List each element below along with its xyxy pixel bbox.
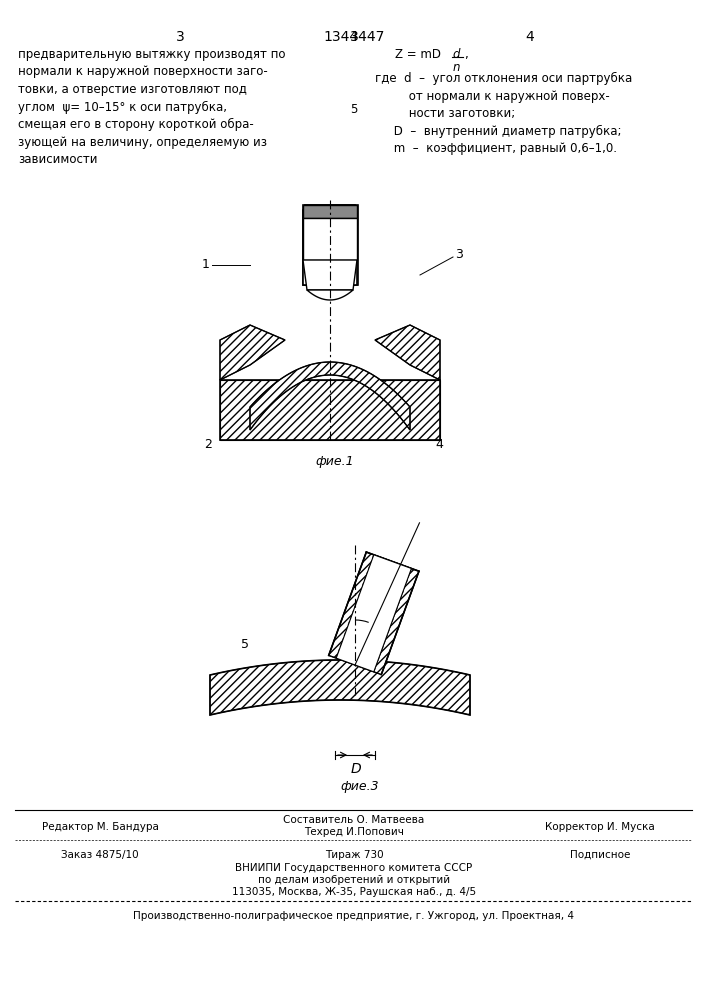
Text: по делам изобретений и открытий: по делам изобретений и открытий <box>258 875 450 885</box>
Text: d: d <box>452 48 460 61</box>
Text: α: α <box>378 608 387 622</box>
Polygon shape <box>303 218 357 260</box>
Text: 2: 2 <box>204 438 212 452</box>
Text: 5: 5 <box>241 639 249 652</box>
Polygon shape <box>303 205 357 218</box>
Polygon shape <box>210 660 470 715</box>
Text: ВНИИПИ Государственного комитета СССР: ВНИИПИ Государственного комитета СССР <box>235 863 472 873</box>
Text: Подписное: Подписное <box>570 850 630 860</box>
Text: Корректор И. Муска: Корректор И. Муска <box>545 822 655 832</box>
Polygon shape <box>220 325 285 380</box>
Text: Техред И.Попович: Техред И.Попович <box>304 827 404 837</box>
Polygon shape <box>250 362 410 430</box>
Polygon shape <box>303 210 357 285</box>
Text: 1: 1 <box>202 258 210 271</box>
Text: Заказ 4875/10: Заказ 4875/10 <box>62 850 139 860</box>
Text: 4: 4 <box>435 438 443 452</box>
Text: 1344447: 1344447 <box>323 30 385 44</box>
Text: 3: 3 <box>455 248 463 261</box>
Text: где  d  –  угол отклонения оси партрубка
         от нормали к наружной поверх-
: где d – угол отклонения оси партрубка от… <box>375 72 632 155</box>
Text: предварительную вытяжку производят по
нормали к наружной поверхности заго-
товки: предварительную вытяжку производят по но… <box>18 48 286 166</box>
Text: ,: , <box>464 48 468 61</box>
Text: Составитель О. Матвеева: Составитель О. Матвеева <box>284 815 425 825</box>
Polygon shape <box>307 290 353 300</box>
Text: Z = mD: Z = mD <box>395 48 441 61</box>
Polygon shape <box>305 205 355 285</box>
Text: 3: 3 <box>175 30 185 44</box>
Polygon shape <box>337 555 411 672</box>
Text: 3: 3 <box>350 30 358 44</box>
Text: 113035, Москва, Ж-35, Раушская наб., д. 4/5: 113035, Москва, Ж-35, Раушская наб., д. … <box>232 887 476 897</box>
Polygon shape <box>303 260 357 290</box>
Text: D: D <box>351 762 361 776</box>
Text: Тираж 730: Тираж 730 <box>325 850 383 860</box>
FancyBboxPatch shape <box>303 205 358 285</box>
Polygon shape <box>329 552 419 675</box>
Text: n: n <box>453 61 460 74</box>
Text: 5: 5 <box>350 103 358 116</box>
Polygon shape <box>303 210 357 225</box>
Text: фие.3: фие.3 <box>341 780 380 793</box>
Polygon shape <box>220 380 440 440</box>
Text: 4: 4 <box>525 30 534 44</box>
Text: Производственно-полиграфическое предприятие, г. Ужгород, ул. Проектная, 4: Производственно-полиграфическое предприя… <box>134 911 575 921</box>
Polygon shape <box>375 325 440 380</box>
Text: фие.1: фие.1 <box>316 455 354 468</box>
Text: Редактор М. Бандура: Редактор М. Бандура <box>42 822 158 832</box>
